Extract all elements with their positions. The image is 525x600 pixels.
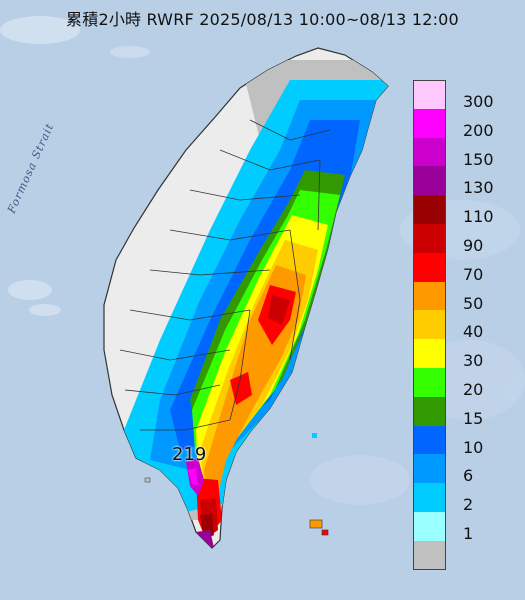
map-title: 累積2小時 RWRF 2025/08/13 10:00~08/13 12:00	[66, 10, 459, 29]
legend-swatch	[413, 310, 446, 340]
legend-item: 300	[413, 80, 521, 111]
legend-swatch	[413, 540, 446, 570]
legend-swatch	[413, 80, 446, 109]
offshore-islands	[144, 433, 329, 536]
legend-swatch	[413, 483, 446, 512]
legend-item	[413, 540, 521, 570]
legend-label: 200	[463, 120, 494, 140]
legend-swatch	[413, 252, 446, 282]
legend-label: 130	[463, 178, 494, 198]
legend-label: 90	[463, 236, 484, 255]
legend-label: 70	[463, 264, 484, 284]
legend-label: 50	[463, 293, 484, 313]
legend-item: 70	[413, 252, 521, 284]
legend-item: 90	[413, 224, 521, 255]
legend-swatch	[413, 425, 446, 455]
legend-swatch	[413, 108, 446, 138]
legend-swatch	[413, 195, 446, 224]
legend-swatch	[413, 166, 446, 196]
legend-swatch	[413, 512, 446, 541]
legend-item: 15	[413, 396, 521, 428]
legend-label: 30	[463, 351, 484, 371]
legend-item: 20	[413, 368, 521, 399]
max-rainfall-label: 219	[172, 444, 207, 465]
legend-item: 150	[413, 137, 521, 169]
legend-swatch	[413, 396, 446, 426]
legend-label: 1	[463, 524, 474, 543]
legend-label: 10	[463, 437, 484, 457]
legend-item: 6	[413, 454, 521, 486]
legend-label: 2	[463, 495, 474, 515]
legend-label: 6	[463, 466, 474, 486]
legend-label: 15	[463, 408, 484, 428]
legend-item: 110	[413, 195, 521, 227]
legend-label: 300	[463, 92, 494, 111]
legend-label: 150	[463, 149, 494, 169]
legend-item: 2	[413, 483, 521, 515]
legend-swatch	[413, 137, 446, 167]
legend-item: 50	[413, 281, 521, 313]
legend-swatch	[413, 454, 446, 484]
legend-label: 20	[463, 380, 484, 399]
legend-swatch	[413, 339, 446, 368]
legend-swatch	[413, 368, 446, 397]
legend-swatch	[413, 281, 446, 311]
legend-label: 40	[463, 322, 484, 342]
legend-item: 10	[413, 425, 521, 457]
legend-item: 40	[413, 310, 521, 342]
county-boundaries	[119, 119, 331, 431]
color-legend: 300 200 150 130 110 90 70 50 40 30 20 15 10 6 2 1	[413, 80, 521, 570]
legend-swatch	[413, 224, 446, 253]
legend-item: 130	[413, 166, 521, 198]
legend-label: 110	[463, 207, 494, 227]
legend-item: 200	[413, 108, 521, 140]
legend-item: 30	[413, 339, 521, 371]
legend-item: 1	[413, 512, 521, 543]
